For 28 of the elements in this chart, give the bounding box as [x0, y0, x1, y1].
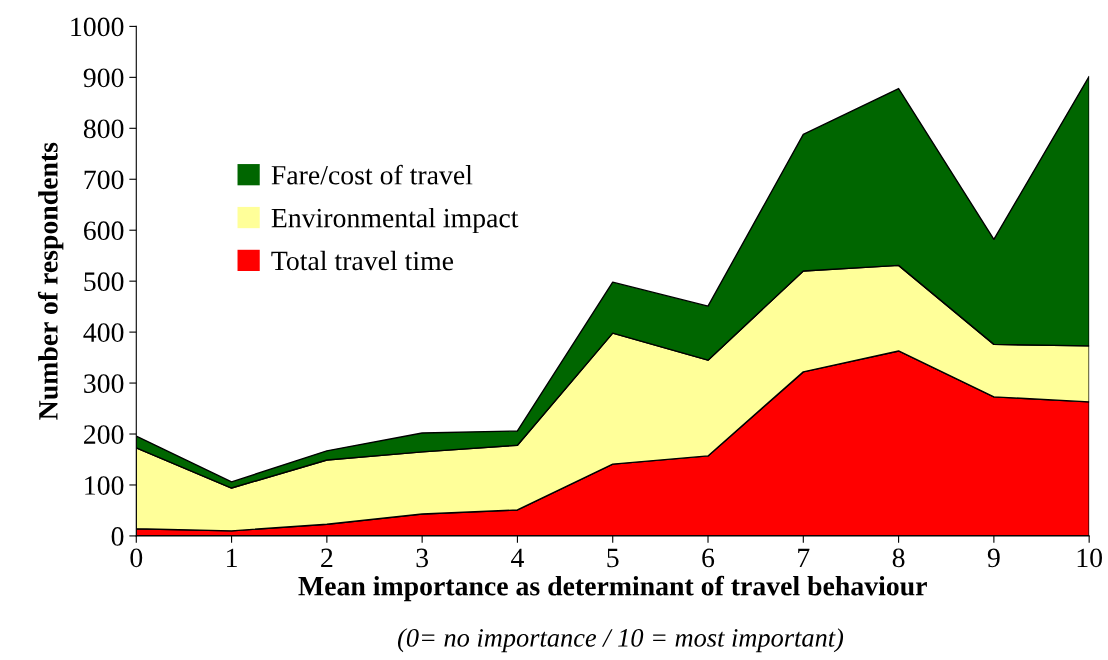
- y-tick-label: 600: [84, 221, 124, 241]
- legend-label: Fare/cost of travel: [271, 164, 473, 185]
- x-tick-label: 9: [987, 548, 1000, 568]
- text: (0= no importance / 10 = most important): [397, 628, 844, 653]
- y-tick-label: 800: [83, 119, 124, 139]
- x-axis-title: Mean importance as determinant of travel behaviour: [298, 575, 927, 602]
- x-tick-label: 5: [607, 548, 619, 568]
- y-tick-label: 300: [84, 374, 124, 393]
- legend-label: Total travel time: [271, 250, 454, 271]
- y-tick-label: 900: [83, 68, 124, 88]
- y-tick-label: 200: [84, 425, 124, 444]
- x-tick-label: 10: [1077, 548, 1102, 568]
- x-tick-label: 2: [321, 548, 333, 567]
- x-tick-label: 1: [227, 548, 237, 567]
- x-tick-label: 8: [892, 548, 905, 568]
- y-tick-label: 0: [111, 527, 124, 546]
- x-tick-label: 3: [416, 548, 429, 568]
- y-tick-label: 700: [84, 170, 124, 190]
- x-tick-label: 0: [130, 548, 143, 568]
- y-tick-label: 100: [85, 476, 124, 495]
- x-tick-label: 6: [702, 548, 715, 568]
- y-tick-label: 500: [84, 272, 124, 292]
- x-tick-label: 4: [511, 548, 524, 567]
- y-axis-title: Number of respondents: [37, 142, 64, 420]
- y-tick-label: 1000: [71, 17, 124, 37]
- x-tick-label: 7: [798, 548, 810, 567]
- legend-label: Environmental impact: [271, 207, 519, 234]
- y-tick-label: 400: [83, 323, 124, 343]
